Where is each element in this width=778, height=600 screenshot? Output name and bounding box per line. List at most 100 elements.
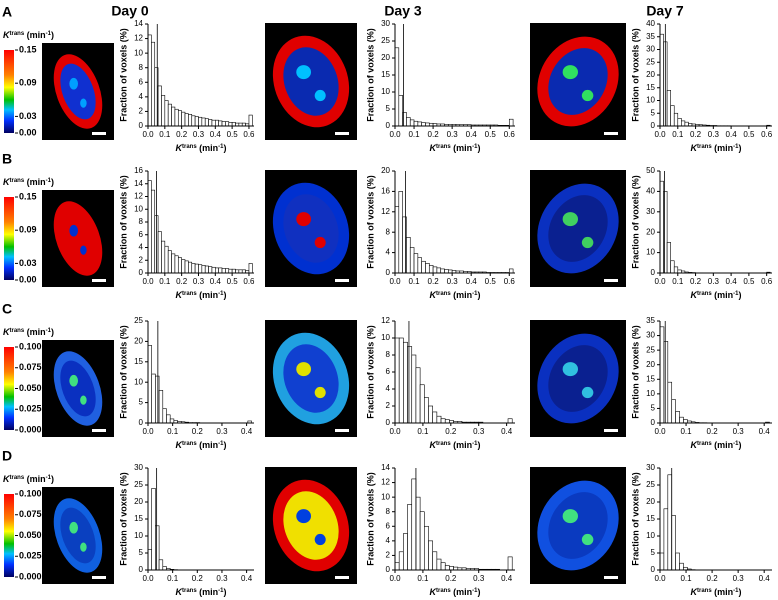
bar	[164, 245, 169, 274]
y-tick-label: 8	[386, 507, 391, 516]
axis-label: Ktrans (min-1)	[690, 440, 741, 450]
y-tick-label: 6	[139, 77, 144, 86]
x-tick-label: 0.1	[417, 427, 429, 436]
label-unit: (min	[712, 143, 734, 153]
bar	[215, 119, 219, 127]
label-close: )	[224, 290, 227, 300]
label-symbol: K	[429, 587, 437, 597]
bar	[440, 268, 445, 274]
y-tick-label: 10	[646, 389, 655, 398]
bar	[162, 566, 167, 571]
bar	[204, 265, 209, 274]
x-tick-label: 0.3	[733, 427, 745, 436]
y-tick-label: 40	[646, 19, 655, 28]
axis-label: Ktrans (min-1)	[175, 440, 226, 450]
bar	[162, 408, 167, 424]
x-tick-label: 0.1	[159, 130, 171, 139]
y-tick-label: 30	[646, 331, 655, 340]
y-tick-label: 2	[139, 255, 144, 264]
label-close: )	[478, 587, 481, 597]
y-tick-label: 10	[381, 87, 390, 96]
x-tick-label: 0.0	[654, 427, 666, 436]
scale-bar	[604, 576, 618, 579]
x-tick-label: 0.1	[680, 427, 692, 436]
x-tick-label: 0.4	[501, 574, 513, 583]
label-symbol: K	[3, 327, 11, 337]
y-tick-label: 6	[139, 230, 144, 239]
bar	[432, 551, 438, 571]
y-tick-label: 40	[646, 187, 655, 196]
tissue-spot	[562, 509, 578, 524]
y-tick-label: 4	[386, 248, 391, 257]
label-symbol: K	[429, 143, 437, 153]
label-close: )	[739, 290, 742, 300]
label-symbol: K	[690, 440, 698, 450]
y-tick-label: 25	[646, 345, 655, 354]
y-tick-label: 6	[386, 367, 391, 376]
x-tick-label: 0.2	[192, 574, 204, 583]
bar	[204, 118, 209, 127]
bar	[407, 504, 413, 571]
x-tick-label: 0.1	[159, 277, 171, 286]
bar	[221, 121, 226, 127]
bar	[508, 118, 514, 127]
bar	[411, 478, 417, 571]
bar	[684, 121, 689, 127]
bar	[158, 559, 164, 571]
bar	[151, 373, 156, 424]
bar	[215, 267, 219, 274]
x-tick-label: 0.0	[389, 574, 401, 583]
x-tick-label: 0.2	[428, 277, 440, 286]
x-tick-label: 0.2	[445, 427, 457, 436]
label-close: )	[51, 327, 54, 337]
label-close: )	[224, 587, 227, 597]
label-sup: trans	[697, 441, 712, 447]
bar	[184, 260, 189, 274]
tissue-spot	[562, 212, 578, 227]
y-tick-label: 20	[646, 360, 655, 369]
bar	[157, 231, 162, 274]
bar	[218, 267, 223, 274]
x-tick-label: 0.3	[447, 277, 459, 286]
y-tick-label: 16	[134, 166, 143, 175]
bar	[679, 562, 684, 571]
y-tick-label: 0	[139, 121, 144, 130]
y-tick-label: 20	[134, 337, 143, 346]
label-sup: -1	[472, 441, 478, 447]
colorbar-tick-label: 0.100	[19, 488, 42, 498]
bar	[409, 119, 415, 127]
y-tick-label: 10	[646, 248, 655, 257]
label-unit: (min	[712, 440, 734, 450]
y-tick-label: 35	[646, 316, 655, 325]
y-tick-label: 5	[386, 104, 391, 113]
bar	[188, 261, 193, 274]
y-tick-label: 12	[134, 34, 143, 43]
bar	[161, 95, 166, 127]
x-tick-label: 0.3	[193, 277, 205, 286]
y-tick-label: 15	[134, 357, 143, 366]
tissue-spot	[69, 224, 78, 237]
bar	[681, 120, 686, 127]
bar	[663, 341, 669, 424]
y-tick-label: 0	[651, 565, 656, 574]
bar	[444, 565, 450, 571]
label-sup: -1	[472, 291, 478, 297]
y-tick-label: 30	[646, 463, 655, 472]
y-tick-label: 6	[386, 521, 391, 530]
label-sup: -1	[218, 291, 224, 297]
x-tick-label: 0.2	[176, 130, 188, 139]
x-tick-label: 0.5	[227, 130, 239, 139]
y-tick-label: 20	[646, 227, 655, 236]
bar	[181, 259, 186, 274]
x-tick-label: 0.4	[726, 130, 738, 139]
bar	[174, 108, 179, 127]
x-tick-label: 0.5	[485, 277, 497, 286]
label-unit: (min	[712, 587, 734, 597]
bar	[161, 240, 166, 274]
label-sup: trans	[182, 441, 197, 447]
bar	[659, 33, 664, 127]
label-unit: (min	[197, 143, 219, 153]
label-sup: -1	[733, 588, 739, 594]
y-tick-label: 0	[139, 418, 144, 427]
